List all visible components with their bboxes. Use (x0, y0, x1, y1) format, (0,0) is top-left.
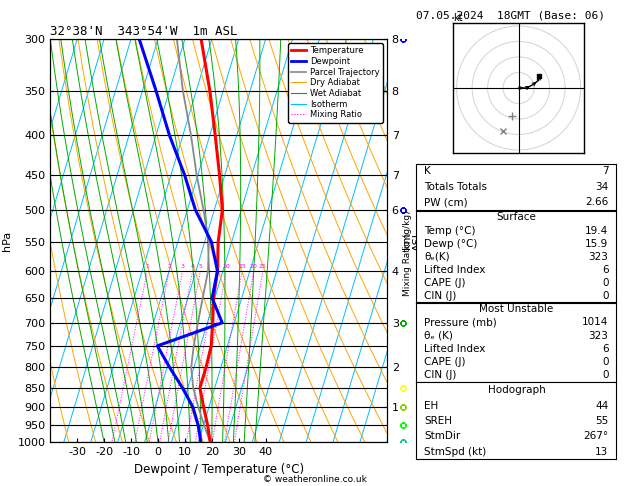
Text: 15.9: 15.9 (585, 239, 608, 248)
Text: Totals Totals: Totals Totals (425, 182, 487, 192)
Text: 2: 2 (167, 264, 171, 269)
Text: Surface: Surface (496, 212, 537, 223)
Text: 323: 323 (589, 330, 608, 341)
Text: 3: 3 (181, 264, 185, 269)
Text: 4: 4 (191, 264, 194, 269)
Text: 7: 7 (602, 167, 608, 176)
Text: θₑ(K): θₑ(K) (425, 252, 450, 261)
Text: 6: 6 (602, 344, 608, 354)
Text: EH: EH (425, 400, 438, 411)
Text: 0: 0 (602, 370, 608, 380)
Text: 5: 5 (199, 264, 203, 269)
Text: © weatheronline.co.uk: © weatheronline.co.uk (262, 474, 367, 484)
Text: Most Unstable: Most Unstable (479, 304, 554, 314)
Text: 19.4: 19.4 (585, 226, 608, 236)
Text: 1014: 1014 (582, 317, 608, 328)
Text: 1: 1 (145, 264, 149, 269)
Text: θₑ (K): θₑ (K) (425, 330, 454, 341)
Text: CIN (J): CIN (J) (425, 370, 457, 380)
Text: K: K (425, 167, 431, 176)
Text: 44: 44 (595, 400, 608, 411)
Text: 15: 15 (238, 264, 246, 269)
Text: 0: 0 (602, 291, 608, 301)
Y-axis label: km
ASL: km ASL (401, 230, 423, 251)
Y-axis label: hPa: hPa (2, 230, 12, 251)
Text: 2.66: 2.66 (585, 197, 608, 207)
Text: Mixing Ratio (g/kg): Mixing Ratio (g/kg) (403, 210, 412, 295)
Text: 32°38'N  343°54'W  1m ASL: 32°38'N 343°54'W 1m ASL (50, 25, 238, 38)
Text: Hodograph: Hodograph (487, 385, 545, 395)
Text: 34: 34 (595, 182, 608, 192)
Text: 323: 323 (589, 252, 608, 261)
Text: SREH: SREH (425, 416, 452, 426)
Text: 13: 13 (595, 447, 608, 456)
Text: 0: 0 (602, 278, 608, 288)
Text: 0: 0 (602, 357, 608, 367)
Text: 8: 8 (216, 264, 220, 269)
X-axis label: Dewpoint / Temperature (°C): Dewpoint / Temperature (°C) (133, 463, 304, 476)
Text: StmDir: StmDir (425, 431, 460, 441)
Text: CAPE (J): CAPE (J) (425, 357, 466, 367)
Text: CIN (J): CIN (J) (425, 291, 457, 301)
Text: 6: 6 (602, 265, 608, 275)
Text: Pressure (mb): Pressure (mb) (425, 317, 497, 328)
Text: PW (cm): PW (cm) (425, 197, 468, 207)
Text: 25: 25 (259, 264, 267, 269)
Text: CAPE (J): CAPE (J) (425, 278, 466, 288)
Text: LCL: LCL (447, 425, 465, 435)
Legend: Temperature, Dewpoint, Parcel Trajectory, Dry Adiabat, Wet Adiabat, Isotherm, Mi: Temperature, Dewpoint, Parcel Trajectory… (288, 43, 382, 122)
Text: Temp (°C): Temp (°C) (425, 226, 476, 236)
Text: 55: 55 (595, 416, 608, 426)
Text: StmSpd (kt): StmSpd (kt) (425, 447, 487, 456)
Text: 07.05.2024  18GMT (Base: 06): 07.05.2024 18GMT (Base: 06) (416, 11, 605, 21)
Text: kt: kt (454, 13, 463, 23)
Text: 267°: 267° (583, 431, 608, 441)
Text: Lifted Index: Lifted Index (425, 265, 486, 275)
Text: Lifted Index: Lifted Index (425, 344, 486, 354)
Text: 20: 20 (250, 264, 258, 269)
Text: Dewp (°C): Dewp (°C) (425, 239, 478, 248)
Text: 10: 10 (222, 264, 230, 269)
